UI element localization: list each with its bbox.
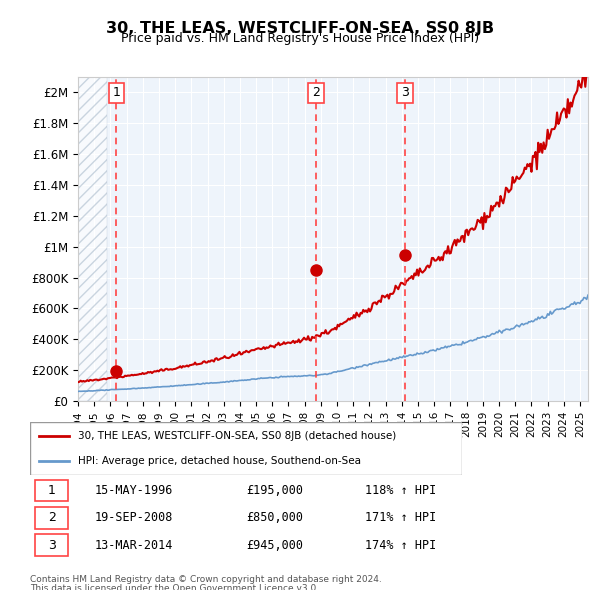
Text: 171% ↑ HPI: 171% ↑ HPI [365,512,436,525]
Text: HPI: Average price, detached house, Southend-on-Sea: HPI: Average price, detached house, Sout… [77,455,361,466]
Text: £945,000: £945,000 [246,539,303,552]
Text: 174% ↑ HPI: 174% ↑ HPI [365,539,436,552]
FancyBboxPatch shape [35,535,68,556]
Text: 2: 2 [47,512,56,525]
FancyBboxPatch shape [30,422,462,475]
Text: This data is licensed under the Open Government Licence v3.0.: This data is licensed under the Open Gov… [30,584,319,590]
Text: 3: 3 [47,539,56,552]
Text: £850,000: £850,000 [246,512,303,525]
Text: 19-SEP-2008: 19-SEP-2008 [95,512,173,525]
Text: 15-MAY-1996: 15-MAY-1996 [95,484,173,497]
Text: Price paid vs. HM Land Registry's House Price Index (HPI): Price paid vs. HM Land Registry's House … [121,32,479,45]
Text: £195,000: £195,000 [246,484,303,497]
FancyBboxPatch shape [35,480,68,502]
Text: 30, THE LEAS, WESTCLIFF-ON-SEA, SS0 8JB: 30, THE LEAS, WESTCLIFF-ON-SEA, SS0 8JB [106,21,494,35]
Text: 118% ↑ HPI: 118% ↑ HPI [365,484,436,497]
Text: 13-MAR-2014: 13-MAR-2014 [95,539,173,552]
Text: 1: 1 [113,86,121,100]
Text: Contains HM Land Registry data © Crown copyright and database right 2024.: Contains HM Land Registry data © Crown c… [30,575,382,584]
Text: 2: 2 [312,86,320,100]
Bar [78,77,107,401]
Text: 3: 3 [401,86,409,100]
FancyBboxPatch shape [35,507,68,529]
Text: 30, THE LEAS, WESTCLIFF-ON-SEA, SS0 8JB (detached house): 30, THE LEAS, WESTCLIFF-ON-SEA, SS0 8JB … [77,431,396,441]
Text: 1: 1 [47,484,56,497]
